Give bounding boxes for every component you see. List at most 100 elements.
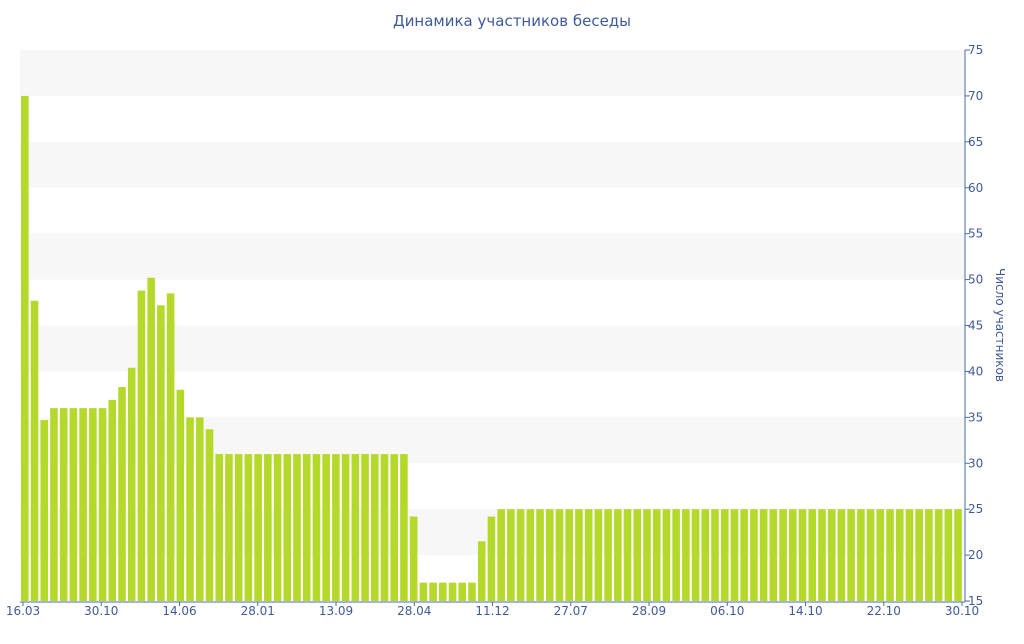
bar [225,454,233,601]
bar [487,516,496,601]
bar [409,516,418,601]
y-tick-label: 25 [968,502,983,516]
bar [720,509,729,601]
x-tick-label: 30.10 [84,604,118,618]
bar [516,509,525,601]
bar [682,509,690,601]
bar [322,454,330,601]
x-tick-label: 14.06 [162,604,196,618]
bar [419,582,428,601]
bar [89,408,97,601]
x-tick-label: 28.09 [632,604,666,618]
y-tick-label: 15 [968,594,983,608]
bar [254,454,262,601]
bar [623,509,632,601]
bar [439,582,447,601]
bar [79,408,87,601]
grid-band [20,233,965,280]
bar [21,95,29,602]
bar [798,509,807,601]
bar [293,454,301,601]
bar [118,387,126,601]
bar [390,454,398,601]
bar [584,509,593,601]
chart-title: Динамика участников беседы [392,12,632,30]
x-tick-label: 27.07 [554,604,588,618]
bar [789,509,797,601]
grid-band [20,141,965,188]
bar [98,408,107,601]
bar [594,509,603,601]
bar [818,509,826,601]
bar [545,509,554,601]
x-tick-label: 13.09 [319,604,353,618]
bar [108,399,117,601]
x-tick-label: 30.10 [945,604,979,618]
bar [361,454,369,601]
grid-band [20,325,965,372]
x-tick-label: 14.10 [788,604,822,618]
bar [400,454,408,601]
bar [633,509,642,601]
y-tick-label: 75 [968,43,983,57]
bar [711,509,719,601]
bar [769,509,778,601]
bar [740,509,748,601]
bar [915,509,923,601]
bar [827,509,836,601]
bar [283,454,292,601]
bar [195,417,204,601]
bar [458,582,467,601]
y-tick-label: 65 [968,135,983,149]
y-axis-title: Число участников [993,268,1007,382]
bar [526,509,535,601]
bar [808,509,817,601]
bar [886,509,894,601]
bar [157,305,165,601]
bar [759,509,768,601]
bar [652,509,661,601]
bar [273,454,282,601]
bar [244,454,253,601]
bar [137,290,146,601]
bar [302,454,311,601]
bar [59,408,68,601]
bar [944,509,953,601]
bar [468,582,476,601]
bar [205,429,214,601]
bar [876,509,885,601]
bar [934,509,943,601]
bar [234,454,243,601]
bar [351,454,360,601]
bar [40,420,49,601]
bar [50,408,58,601]
bar [847,509,855,601]
bar [147,277,155,601]
bar [643,509,651,601]
y-tick-label: 40 [968,364,983,378]
bar [380,454,389,601]
bar [691,509,700,601]
bar [857,509,865,601]
bar [264,454,272,601]
bar [555,509,564,601]
bar [779,509,787,601]
bar [30,300,39,601]
bar [565,509,573,601]
bar [497,509,505,601]
bar [341,454,350,601]
x-tick-label: 22.10 [867,604,901,618]
x-tick-label: 28.04 [397,604,431,618]
bar [312,454,321,601]
bar [895,509,904,601]
y-tick-label: 20 [968,548,983,562]
y-tick-label: 35 [968,410,983,424]
bar [69,408,78,601]
bar [954,509,962,601]
bar [166,293,175,601]
bar [730,509,739,601]
bar [662,509,671,601]
x-tick-label: 16.03 [6,604,40,618]
y-tick-label: 45 [968,319,983,333]
